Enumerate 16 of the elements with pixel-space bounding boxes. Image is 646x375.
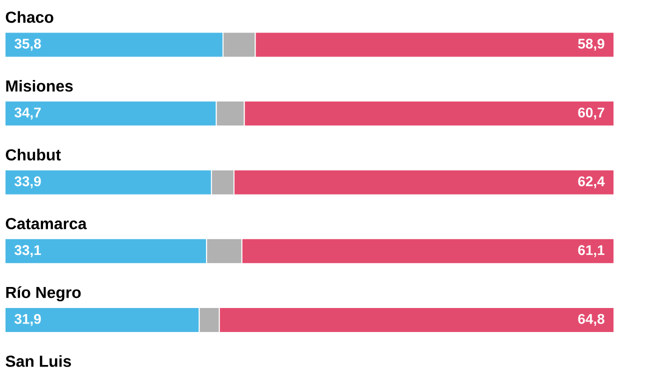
y-tick-label: Misiones xyxy=(6,80,73,92)
data-label: 60,7 xyxy=(578,108,604,120)
y-tick-label: San Luis xyxy=(6,355,71,367)
data-label: 34,7 xyxy=(14,108,41,120)
y-tick-label: Río Negro xyxy=(6,286,81,302)
data-label: 35,8 xyxy=(14,38,41,51)
data-label: 33,1 xyxy=(14,245,41,258)
data-label: 31,9 xyxy=(14,314,41,326)
y-tick-label: Chaco xyxy=(6,11,54,23)
data-label: 58,9 xyxy=(578,38,604,51)
y-tick-label: Catamarca xyxy=(6,218,87,230)
data-label: 33,9 xyxy=(14,176,41,188)
data-label: 61,1 xyxy=(578,245,604,258)
y-tick-label: Chubut xyxy=(6,148,61,160)
data-label: 62,4 xyxy=(578,176,605,188)
data-label: 64,8 xyxy=(578,314,604,326)
